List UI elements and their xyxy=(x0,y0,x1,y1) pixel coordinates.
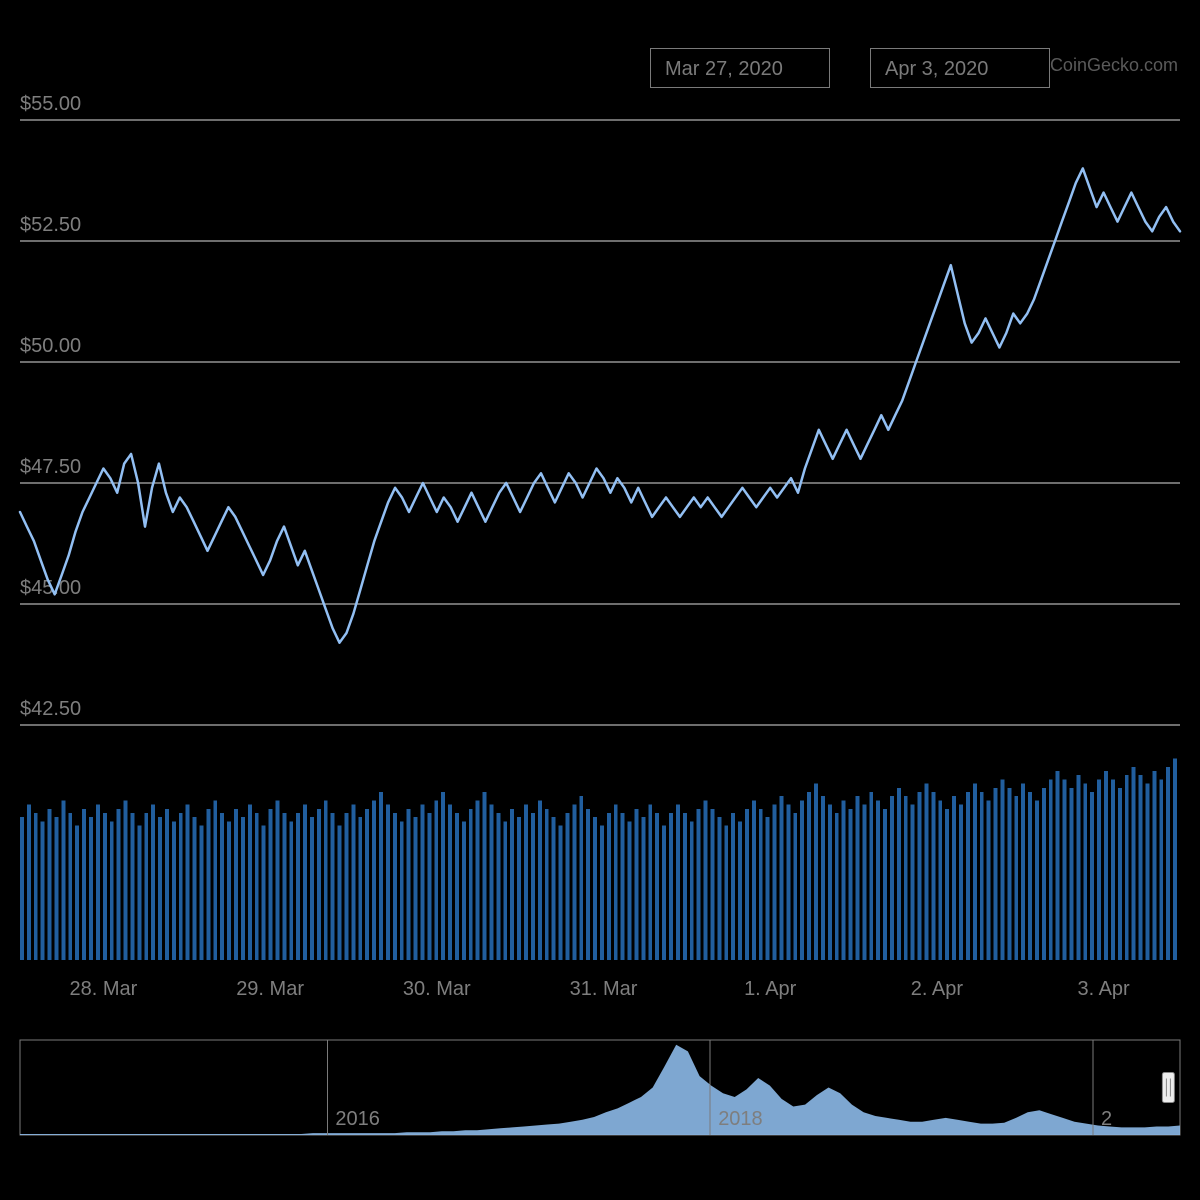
svg-text:$47.50: $47.50 xyxy=(20,456,81,478)
x-axis: 28. Mar 29. Mar 30. Mar 31. Mar 1. Apr 2. Apr… xyxy=(0,965,1200,1010)
volume-chart xyxy=(0,750,1200,970)
chart-container: Mar 27, 2020 Apr 3, 2020 CoinGecko.com $… xyxy=(0,0,1200,1200)
svg-text:2018: 2018 xyxy=(718,1108,763,1130)
svg-text:1. Apr: 1. Apr xyxy=(744,978,797,1000)
svg-text:3. Apr: 3. Apr xyxy=(1077,978,1130,1000)
svg-text:2. Apr: 2. Apr xyxy=(911,978,964,1000)
price-chart: $42.50$45.00$47.50$50.00$52.50$55.00 xyxy=(0,0,1200,750)
svg-text:31. Mar: 31. Mar xyxy=(570,978,638,1000)
svg-text:2: 2 xyxy=(1101,1108,1112,1130)
svg-text:$52.50: $52.50 xyxy=(20,214,81,236)
svg-text:29. Mar: 29. Mar xyxy=(236,978,304,1000)
navigator[interactable]: 2016 2018 2 xyxy=(0,1030,1200,1150)
svg-text:$55.00: $55.00 xyxy=(20,93,81,115)
svg-text:$50.00: $50.00 xyxy=(20,335,81,357)
svg-text:2016: 2016 xyxy=(335,1108,380,1130)
svg-text:$42.50: $42.50 xyxy=(20,698,81,720)
svg-text:30. Mar: 30. Mar xyxy=(403,978,471,1000)
svg-text:28. Mar: 28. Mar xyxy=(69,978,137,1000)
